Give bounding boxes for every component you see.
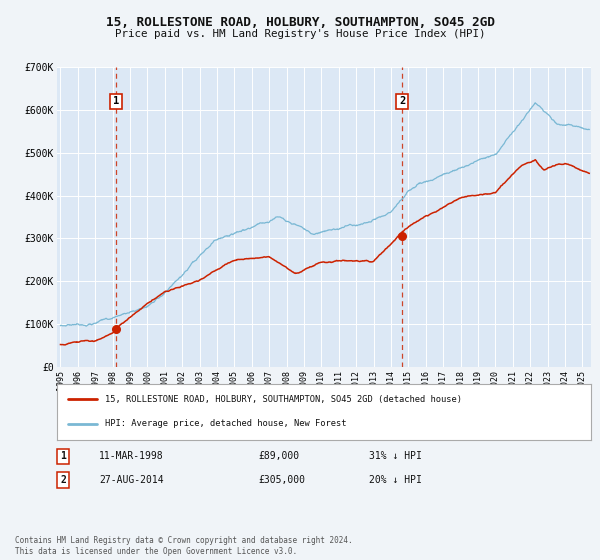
Text: 11-MAR-1998: 11-MAR-1998	[99, 451, 164, 461]
Text: £89,000: £89,000	[258, 451, 299, 461]
Text: Contains HM Land Registry data © Crown copyright and database right 2024.
This d: Contains HM Land Registry data © Crown c…	[15, 536, 353, 556]
Text: Price paid vs. HM Land Registry's House Price Index (HPI): Price paid vs. HM Land Registry's House …	[115, 29, 485, 39]
Text: 2: 2	[60, 475, 66, 485]
Text: 15, ROLLESTONE ROAD, HOLBURY, SOUTHAMPTON, SO45 2GD (detached house): 15, ROLLESTONE ROAD, HOLBURY, SOUTHAMPTO…	[105, 395, 462, 404]
Text: 15, ROLLESTONE ROAD, HOLBURY, SOUTHAMPTON, SO45 2GD: 15, ROLLESTONE ROAD, HOLBURY, SOUTHAMPTO…	[106, 16, 494, 29]
Text: 27-AUG-2014: 27-AUG-2014	[99, 475, 164, 485]
Text: 2: 2	[399, 96, 406, 106]
Text: 1: 1	[113, 96, 119, 106]
Text: 31% ↓ HPI: 31% ↓ HPI	[369, 451, 422, 461]
Text: HPI: Average price, detached house, New Forest: HPI: Average price, detached house, New …	[105, 419, 347, 428]
Text: 1: 1	[60, 451, 66, 461]
Text: £305,000: £305,000	[258, 475, 305, 485]
Text: 20% ↓ HPI: 20% ↓ HPI	[369, 475, 422, 485]
